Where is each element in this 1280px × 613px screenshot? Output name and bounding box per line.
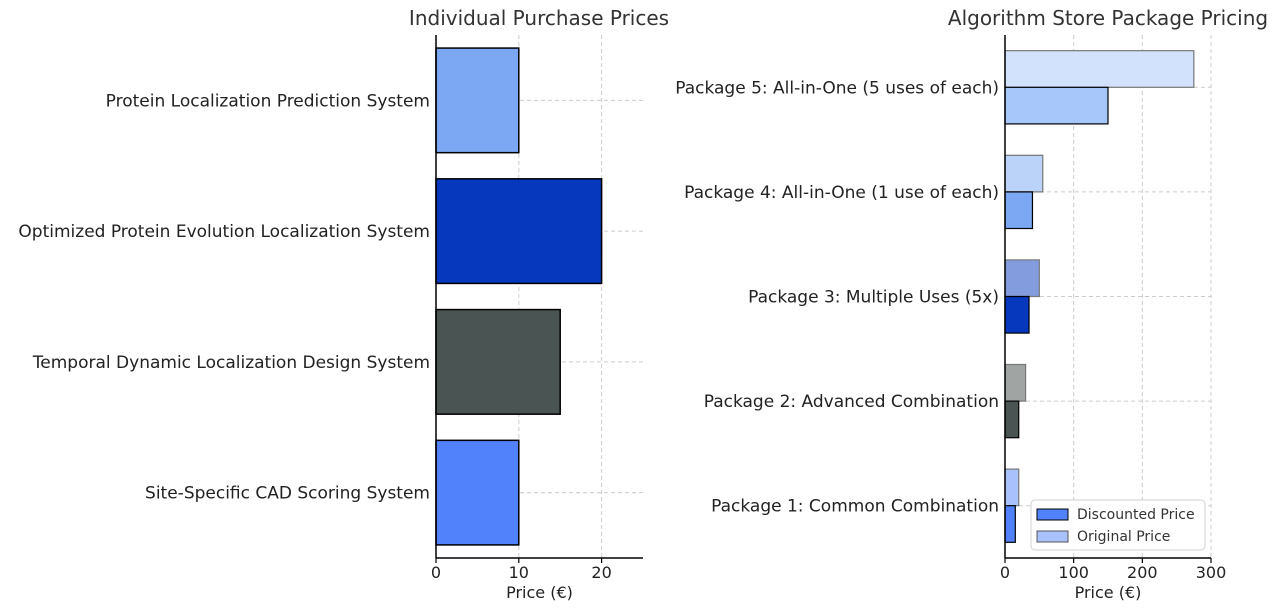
category-label: Package 5: All-in-One (5 uses of each) xyxy=(675,78,999,98)
legend-swatch-discounted xyxy=(1036,508,1069,521)
bar-individual-price xyxy=(435,47,520,154)
bar-individual-price xyxy=(435,308,561,415)
bar-original-price xyxy=(1004,259,1040,298)
category-labels-individual: Protein Localization Prediction System Op… xyxy=(18,91,430,503)
bars-packages xyxy=(1004,50,1195,543)
bar-discounted-price xyxy=(1004,295,1030,334)
x-tick-label: 300 xyxy=(1196,563,1227,582)
bar-original-price xyxy=(1004,468,1020,507)
legend-box xyxy=(1030,499,1206,551)
chart-title-packages: Algorithm Store Package Pricing xyxy=(948,6,1268,30)
category-label: Protein Localization Prediction System xyxy=(106,91,430,111)
bar-original-price xyxy=(1004,363,1027,402)
package-pricing-chart: Algorithm Store Package Pricing Package … xyxy=(675,6,1268,602)
category-label: Temporal Dynamic Localization Design Sys… xyxy=(32,353,430,373)
legend-label-discounted: Discounted Price xyxy=(1077,507,1195,523)
bars-individual xyxy=(435,47,603,546)
chart-title-individual: Individual Purchase Prices xyxy=(409,6,669,30)
legend-label-original: Original Price xyxy=(1077,529,1170,545)
category-label: Package 4: All-in-One (1 use of each) xyxy=(684,183,999,203)
x-tick-label: 100 xyxy=(1058,563,1089,582)
bar-original-price xyxy=(1004,154,1044,193)
x-tick-label: 0 xyxy=(1000,563,1010,582)
bar-original-price xyxy=(1004,50,1195,88)
category-label: Package 1: Common Combination xyxy=(711,497,999,517)
bar-individual-price xyxy=(435,439,520,546)
x-tick-label: 20 xyxy=(591,563,611,582)
bar-discounted-price xyxy=(1004,86,1109,125)
x-axis-label-individual: Price (€) xyxy=(506,583,573,602)
x-axis-label-packages: Price (€) xyxy=(1075,583,1142,602)
legend-swatch-original xyxy=(1036,530,1069,543)
category-label: Site-Specific CAD Scoring System xyxy=(145,484,430,504)
bar-discounted-price xyxy=(1004,400,1020,439)
category-label: Optimized Protein Evolution Localization… xyxy=(18,222,430,242)
bar-discounted-price xyxy=(1004,191,1034,230)
x-ticks-individual: 0 10 20 xyxy=(431,558,612,582)
category-label: Package 2: Advanced Combination xyxy=(704,392,999,412)
legend: Discounted Price Original Price xyxy=(1030,499,1206,551)
x-tick-label: 200 xyxy=(1127,563,1158,582)
x-tick-label: 0 xyxy=(431,563,441,582)
individual-prices-chart: Individual Purchase Prices Protein Local… xyxy=(18,6,669,602)
bar-discounted-price xyxy=(1004,505,1016,543)
bar-individual-price xyxy=(435,178,603,285)
category-labels-packages: Package 5: All-in-One (5 uses of each) Pa… xyxy=(675,78,999,516)
category-label: Package 3: Multiple Uses (5x) xyxy=(748,288,999,308)
x-ticks-packages: 0 100 200 300 xyxy=(1000,558,1226,582)
x-tick-label: 10 xyxy=(509,563,529,582)
